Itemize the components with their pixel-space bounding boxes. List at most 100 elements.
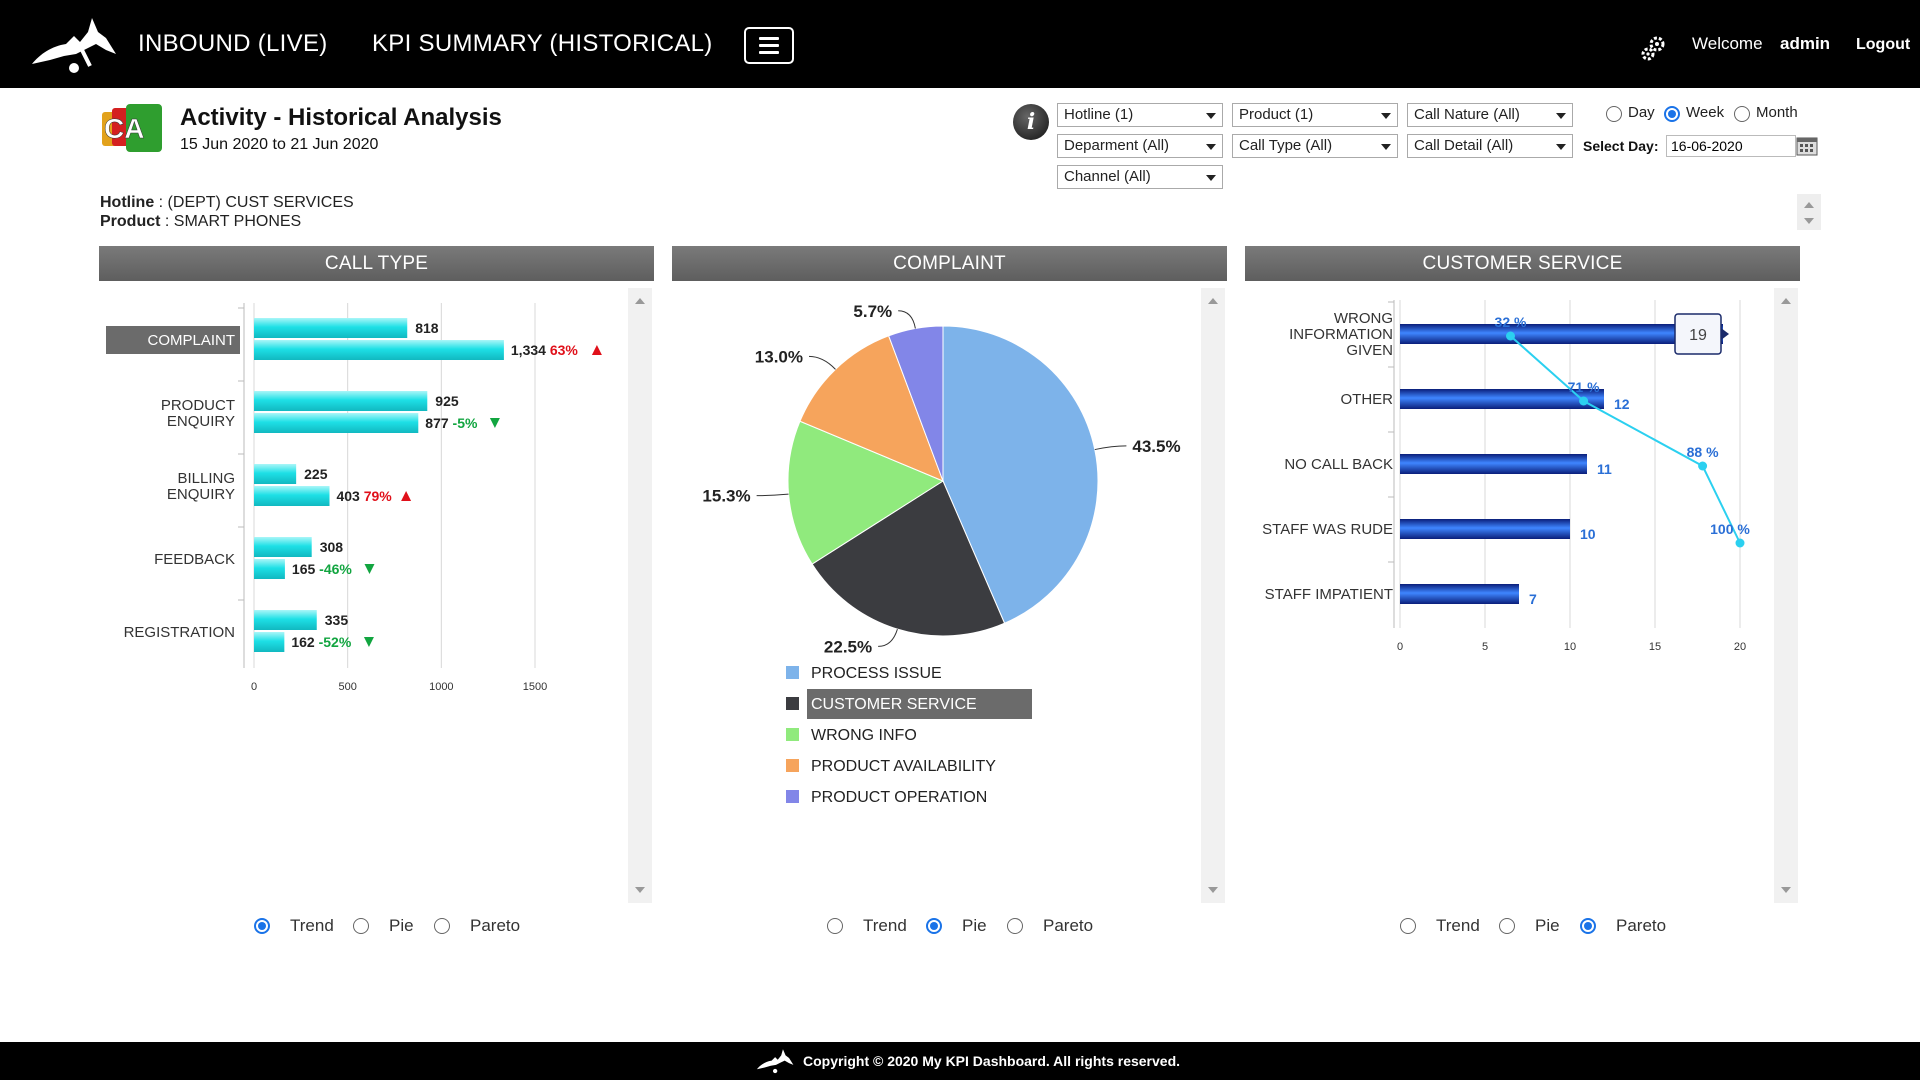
category-label-staff-was-rude: STAFF WAS RUDE xyxy=(1262,521,1393,538)
complaint-pareto-radio[interactable] xyxy=(1007,918,1023,934)
period-day-radio[interactable] xyxy=(1606,106,1622,122)
context-scrollbar[interactable] xyxy=(1797,194,1821,230)
period-month-radio[interactable] xyxy=(1734,106,1750,122)
category-label-product-enquiry: ENQUIRY xyxy=(167,413,235,430)
pie-data-label: 15.3% xyxy=(702,487,750,506)
select-day-input[interactable] xyxy=(1666,135,1796,157)
category-label-no-call-back: NO CALL BACK xyxy=(1284,456,1393,473)
value-label: 1,334 63% xyxy=(511,342,579,358)
value-label: 225 xyxy=(304,466,328,482)
category-label-wrong-information-given: WRONG xyxy=(1334,310,1393,327)
trend-down-arrow-icon xyxy=(489,418,500,428)
scroll-down-icon[interactable] xyxy=(1804,218,1814,224)
call-type-chart: 0 500 1000 1500 COMPLAINT 818 1,334 63% PRODUCT… xyxy=(106,303,602,693)
complaint-pie-label: Pie xyxy=(962,916,987,935)
hotline-context: Hotline : (DEPT) CUST SERVICES xyxy=(100,194,354,211)
bar-current-billing-enquiry xyxy=(254,464,297,484)
call-nature-dropdown[interactable]: Call Nature (All) xyxy=(1407,103,1573,127)
bar-current-complaint xyxy=(254,318,408,338)
customer-service-pareto-radio[interactable] xyxy=(1580,918,1596,934)
value-label: 12 xyxy=(1614,396,1630,412)
panel-title-customer-service: CUSTOMER SERVICE xyxy=(1245,246,1800,281)
bar-current-registration xyxy=(254,610,317,630)
customer-service-scrollbar[interactable] xyxy=(1774,288,1798,903)
call-type-trend-radio[interactable] xyxy=(254,918,270,934)
value-label: 11 xyxy=(1597,461,1612,477)
category-label-feedback: FEEDBACK xyxy=(154,551,235,568)
legend-swatch-product-availability xyxy=(786,759,799,772)
pie-connector-line xyxy=(878,629,898,647)
customer-service-pie-label: Pie xyxy=(1535,916,1560,935)
bar-previous-product-enquiry xyxy=(254,413,419,433)
category-label-complaint: COMPLAINT xyxy=(147,332,235,349)
pareto-point xyxy=(1735,538,1745,548)
customer-service-trend-label: Trend xyxy=(1436,916,1480,935)
logout-link[interactable]: Logout xyxy=(1856,36,1911,53)
select-day-label: Select Day: xyxy=(1583,138,1659,154)
value-label: 877 -5% xyxy=(425,415,478,431)
bar-no-call-back xyxy=(1400,454,1587,474)
category-label-billing-enquiry: BILLING xyxy=(177,470,235,487)
trend-down-arrow-icon xyxy=(363,637,374,647)
scroll-up-icon[interactable] xyxy=(1804,202,1814,208)
pie-connector-line xyxy=(1094,445,1127,451)
scroll-up-icon[interactable] xyxy=(1781,298,1791,304)
legend-label-product-availability: PRODUCT AVAILABILITY xyxy=(811,758,996,775)
menu-icon xyxy=(759,37,779,40)
pie-connector-line xyxy=(808,355,836,370)
brand-logo[interactable] xyxy=(30,14,122,76)
period-day-label: Day xyxy=(1628,104,1655,121)
pie-data-label: 5.7% xyxy=(853,302,892,321)
complaint-pie-radio[interactable] xyxy=(926,918,942,934)
product-context: Product : SMART PHONES xyxy=(100,213,302,230)
settings-gear-icon[interactable] xyxy=(1640,34,1668,62)
chevron-down-icon xyxy=(1556,144,1566,150)
scroll-down-icon[interactable] xyxy=(635,887,645,893)
period-week-label: Week xyxy=(1686,104,1725,121)
call-type-pareto-radio[interactable] xyxy=(434,918,450,934)
trend-down-arrow-icon xyxy=(364,564,375,574)
call-type-pie-radio[interactable] xyxy=(353,918,369,934)
hotline-dropdown[interactable]: Hotline (1) xyxy=(1057,103,1223,127)
pie-data-label: 43.5% xyxy=(1132,437,1180,456)
value-label: 925 xyxy=(435,393,459,409)
call-type-dropdown[interactable]: Call Type (All) xyxy=(1232,134,1398,158)
channel-dropdown[interactable]: Channel (All) xyxy=(1057,165,1223,189)
welcome-text: Welcome xyxy=(1692,34,1763,53)
footer-logo xyxy=(756,1049,794,1074)
category-label-staff-impatient: STAFF IMPATIENT xyxy=(1265,586,1393,603)
x-tick-label: 500 xyxy=(338,681,356,693)
x-tick-label: 0 xyxy=(251,681,257,693)
product-dropdown[interactable]: Product (1) xyxy=(1232,103,1398,127)
calendar-icon[interactable] xyxy=(1796,135,1818,157)
x-tick-label: 1000 xyxy=(429,681,453,693)
legend-swatch-wrong-info xyxy=(786,728,799,741)
info-icon[interactable]: i xyxy=(1013,104,1049,140)
chevron-down-icon xyxy=(1206,144,1216,150)
x-tick-label: 0 xyxy=(1397,641,1403,653)
period-week-radio[interactable] xyxy=(1664,106,1680,122)
category-label-other: OTHER xyxy=(1341,391,1394,408)
department-dropdown[interactable]: Deparment (All) xyxy=(1057,134,1223,158)
highlighted-category-box xyxy=(106,326,240,354)
username: admin xyxy=(1780,34,1831,53)
x-tick-label: 15 xyxy=(1649,641,1661,653)
customer-service-trend-radio[interactable] xyxy=(1400,918,1416,934)
scroll-up-icon[interactable] xyxy=(635,298,645,304)
customer-service-pie-radio[interactable] xyxy=(1499,918,1515,934)
call-type-scrollbar[interactable] xyxy=(628,288,652,903)
nav-inbound-live[interactable]: INBOUND (LIVE) xyxy=(138,30,328,57)
value-label: 308 xyxy=(320,539,344,555)
complaint-scrollbar[interactable] xyxy=(1201,288,1225,903)
scroll-down-icon[interactable] xyxy=(1208,887,1218,893)
pie-data-label: 13.0% xyxy=(755,347,803,366)
hamburger-menu-button[interactable] xyxy=(744,27,794,64)
pie-slice-product-availability xyxy=(799,335,944,482)
scroll-up-icon[interactable] xyxy=(1208,298,1218,304)
complaint-trend-radio[interactable] xyxy=(827,918,843,934)
nav-kpi-summary[interactable]: KPI SUMMARY (HISTORICAL) xyxy=(372,30,713,57)
call-detail-dropdown[interactable]: Call Detail (All) xyxy=(1407,134,1573,158)
scroll-down-icon[interactable] xyxy=(1781,887,1791,893)
period-month-label: Month xyxy=(1756,104,1798,121)
